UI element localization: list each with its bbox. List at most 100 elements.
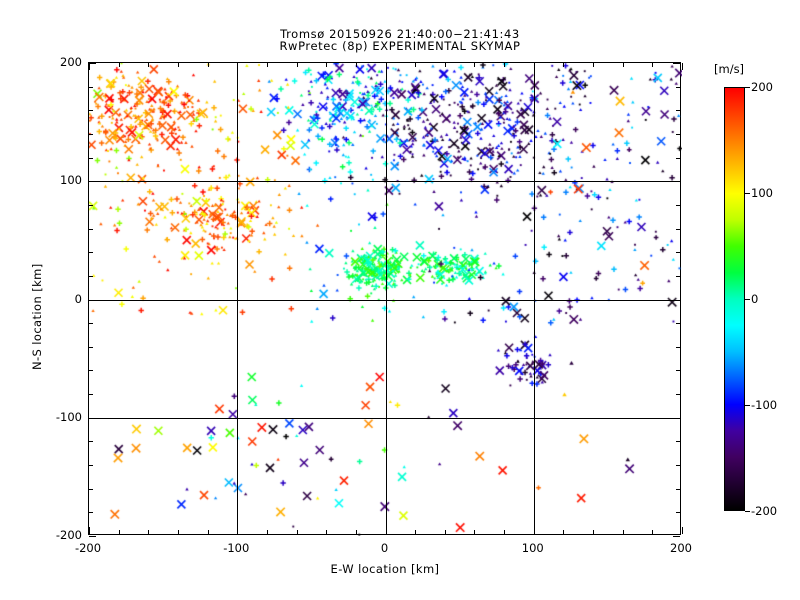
- x-axis-tick: [415, 530, 417, 534]
- x-axis-tick: [89, 63, 90, 70]
- x-tick-label: -100: [223, 541, 250, 555]
- y-axis-tick: [673, 536, 680, 537]
- y-tick-label: 0: [74, 291, 82, 306]
- x-axis-tick: [89, 527, 90, 534]
- y-axis-tick: [676, 133, 680, 135]
- y-axis-tick: [89, 63, 96, 64]
- x-axis-tick: [177, 63, 179, 67]
- x-axis-tick: [237, 63, 239, 70]
- y-axis-tick: [89, 204, 93, 206]
- y-axis-tick: [89, 252, 93, 254]
- colorbar-tick: [745, 193, 750, 194]
- colorbar-tick-label: 0: [751, 292, 759, 306]
- y-axis-tick: [89, 275, 93, 277]
- x-axis-tick: [563, 530, 565, 534]
- x-axis-tick: [593, 63, 595, 67]
- colorbar-tick: [745, 511, 750, 512]
- gridline-vertical: [237, 63, 239, 534]
- x-axis-tick: [207, 63, 209, 67]
- y-axis-tick: [676, 394, 680, 396]
- x-axis-tick: [148, 63, 150, 67]
- y-axis-tick: [676, 275, 680, 277]
- x-axis-tick: [118, 63, 120, 67]
- y-axis-tick: [89, 488, 93, 490]
- x-axis-tick: [533, 527, 535, 534]
- colorbar-gradient: [724, 87, 745, 511]
- x-axis-tick: [504, 63, 506, 67]
- y-axis-tick: [89, 157, 93, 159]
- x-axis-tick: [652, 63, 654, 67]
- y-axis-tick: [89, 370, 93, 372]
- x-axis-tick: [237, 527, 239, 534]
- y-axis-tick: [673, 63, 680, 64]
- colorbar-tick-label: -100: [751, 398, 778, 412]
- colorbar-tick: [745, 299, 750, 300]
- colorbar-tick-label: 200: [751, 80, 773, 94]
- y-tick-label: 200: [60, 55, 82, 69]
- x-axis-tick: [207, 530, 209, 534]
- x-tick-label: -200: [74, 541, 102, 555]
- y-axis-tick: [89, 323, 93, 325]
- x-axis-tick: [504, 530, 506, 534]
- x-axis-tick: [326, 63, 328, 67]
- x-axis-tick: [622, 530, 624, 534]
- gridline-vertical: [533, 63, 535, 534]
- x-axis-tick: [118, 530, 120, 534]
- x-axis-title: E-W location [km]: [330, 562, 440, 576]
- x-axis-tick: [266, 530, 268, 534]
- x-axis-tick: [563, 63, 565, 67]
- x-axis-tick: [474, 63, 476, 67]
- y-axis-tick: [89, 228, 93, 230]
- colorbar: 200 100 0 -100 -200: [724, 80, 777, 518]
- plot-area: [88, 62, 683, 537]
- x-axis-tick: [326, 530, 328, 534]
- y-axis-tick: [676, 441, 680, 443]
- y-axis-tick: [676, 323, 680, 325]
- x-axis-tick: [444, 63, 446, 67]
- y-axis-tick: [676, 465, 680, 467]
- y-axis-tick: [89, 512, 93, 514]
- colorbar-tick-label: -200: [751, 504, 778, 518]
- y-axis-title: N-S location [km]: [30, 263, 44, 370]
- x-axis-tick: [385, 63, 387, 70]
- y-axis-tick: [89, 86, 93, 88]
- y-axis-tick: [89, 441, 93, 443]
- colorbar-tick: [745, 405, 750, 406]
- x-axis-tick: [266, 63, 268, 67]
- gridline-horizontal: [89, 181, 680, 183]
- y-axis-tick: [676, 252, 680, 254]
- x-axis-tick: [474, 530, 476, 534]
- x-tick-label: 100: [521, 541, 544, 555]
- y-axis-tick: [673, 299, 680, 301]
- y-axis-tick: [89, 417, 96, 419]
- colorbar-unit-label: [m/s]: [714, 62, 745, 76]
- x-axis-tick: [355, 63, 357, 67]
- y-axis-tick: [89, 299, 96, 301]
- x-axis-tick: [533, 63, 535, 70]
- x-axis-tick: [682, 63, 683, 70]
- gridline-vertical: [385, 63, 387, 534]
- y-axis-tick: [676, 228, 680, 230]
- y-axis-tick: [89, 465, 93, 467]
- y-axis-tick: [89, 110, 93, 112]
- y-axis-tick: [676, 157, 680, 159]
- y-axis-tick: [673, 181, 680, 183]
- x-axis-tick: [296, 530, 298, 534]
- y-axis-tick: [676, 512, 680, 514]
- y-axis-tick: [89, 346, 93, 348]
- gridline-horizontal: [89, 299, 680, 301]
- x-axis-tick: [682, 527, 683, 534]
- x-tick-label: 200: [670, 541, 692, 555]
- y-axis-tick: [676, 110, 680, 112]
- y-axis-tick: [89, 133, 93, 135]
- plot-title-line-2: RwPretec (8p) EXPERIMENTAL SKYMAP: [279, 39, 521, 53]
- colorbar-tick: [745, 87, 750, 88]
- y-axis-tick: [673, 417, 680, 419]
- x-tick-label: 0: [380, 541, 389, 555]
- gridline-horizontal: [89, 417, 680, 419]
- y-axis-tick: [676, 86, 680, 88]
- colorbar-tick-label: 100: [751, 186, 773, 200]
- x-axis-tick: [177, 530, 179, 534]
- x-axis-tick: [652, 530, 654, 534]
